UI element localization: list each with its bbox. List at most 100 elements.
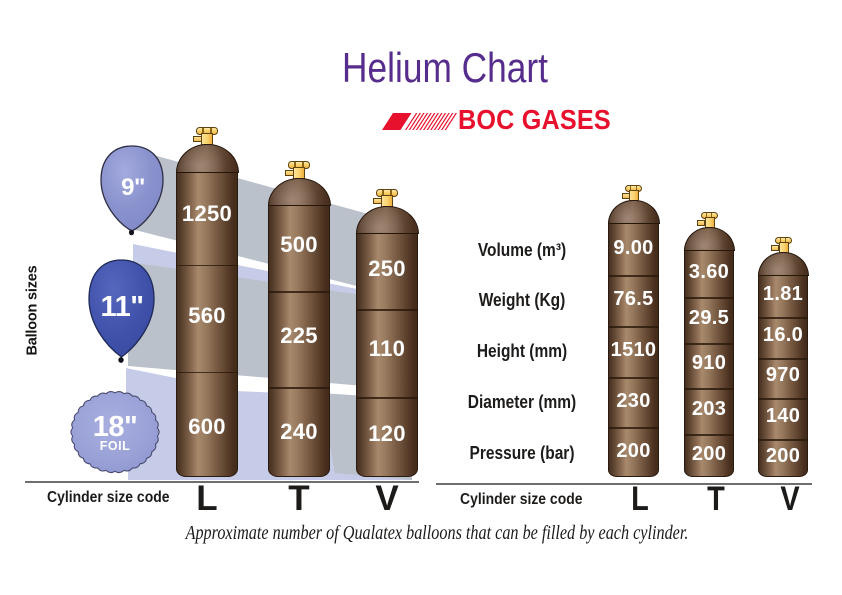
balloon-18-foil-label: FOIL <box>99 439 131 453</box>
row-label-weight: Weight (Kg) <box>478 290 566 310</box>
logo-stripe <box>430 113 443 130</box>
left-chart-baseline <box>25 481 419 483</box>
cylinder-section-divider <box>759 439 807 441</box>
cylinder-right-V: 1.81 16.0 970 140 200 <box>757 251 809 477</box>
cyl-V-balloons-18in: 120 <box>368 421 406 446</box>
valve-icon <box>684 212 734 230</box>
cyl-T-balloons-9in: 500 <box>280 232 318 257</box>
cyl-T-balloons-18in: 240 <box>280 419 318 444</box>
balloon-11-icon <box>88 259 155 363</box>
right-code-T: T <box>707 480 725 518</box>
valve-icon <box>608 185 659 203</box>
cylinder-section-divider <box>609 326 658 328</box>
balloon-sizes-axis-label: Balloon sizes <box>24 265 41 356</box>
valve-outlet-icon <box>373 198 382 204</box>
balloon-18-foil-icon <box>70 391 160 474</box>
cyl-RT-volume: 3.60 <box>688 261 730 283</box>
boc-logo-stripes-icon <box>382 113 457 130</box>
logo-stripe <box>423 113 436 130</box>
boc-gases-brand: BOC GASES <box>458 104 611 135</box>
logo-stripe <box>426 113 439 130</box>
cylinder-section-divider <box>759 358 807 360</box>
valve-stem-icon <box>629 190 639 202</box>
logo-stripe <box>405 113 418 130</box>
cyl-RL-weight: 76.5 <box>613 288 654 310</box>
row-label-pressure: Pressure (bar) <box>469 443 575 463</box>
valve-outlet-icon <box>771 245 779 251</box>
logo-stripe <box>433 113 447 130</box>
cyl-RV-weight: 16.0 <box>762 324 804 346</box>
cylinder-section-divider <box>759 317 807 319</box>
cyl-RL-volume: 9.00 <box>613 237 654 259</box>
row-label-height: Height (mm) <box>476 341 568 361</box>
cylinder-section-divider <box>269 387 329 389</box>
chart-caption: Approximate number of Qualatex balloons … <box>185 523 689 544</box>
cylinder-section-divider <box>685 434 733 436</box>
row-label-diameter: Diameter (mm) <box>467 392 577 412</box>
right-chart-baseline <box>436 483 812 485</box>
cyl-RV-volume: 1.81 <box>762 283 804 305</box>
valve-outlet-icon <box>285 170 294 176</box>
valve-outlet-icon <box>697 220 705 226</box>
left-code-L: L <box>196 479 218 518</box>
balloon-18-size-label: 18" <box>92 411 138 443</box>
logo-stripe <box>415 113 429 130</box>
cyl-L-balloons-11in: 560 <box>188 303 226 328</box>
cylinder-section-divider <box>609 427 658 429</box>
cyl-L-balloons-18in: 600 <box>188 414 226 439</box>
logo-stripe <box>412 113 425 130</box>
cyl-RV-height: 970 <box>765 364 801 386</box>
cyl-RL-height: 1510 <box>610 339 657 361</box>
cyl-V-balloons-9in: 250 <box>368 256 406 281</box>
cyl-RT-height: 910 <box>691 352 727 374</box>
cyl-T-balloons-11in: 225 <box>280 323 318 348</box>
logo-stripe <box>441 113 454 130</box>
cylinder-section-divider <box>357 309 417 311</box>
cyl-RT-weight: 29.5 <box>688 307 730 329</box>
cylinder-section-divider <box>609 275 658 277</box>
cyl-RV-pressure: 200 <box>765 445 801 467</box>
cylinder-section-divider <box>685 388 733 390</box>
cylinder-section-divider <box>759 398 807 400</box>
valve-outlet-icon <box>193 136 202 142</box>
valve-stem-icon <box>704 217 715 229</box>
logo-stripe <box>419 113 432 130</box>
cylinder-right-T: 3.60 29.5 910 203 200 <box>683 226 735 477</box>
right-code-V: V <box>780 480 800 518</box>
balloon-9-knot <box>128 229 135 236</box>
cyl-RT-pressure: 200 <box>691 443 727 465</box>
logo-stripe <box>444 113 457 130</box>
cylinder-section-divider <box>685 297 733 299</box>
cyl-V-balloons-11in: 110 <box>368 336 406 361</box>
cyl-RL-diameter: 230 <box>616 390 651 412</box>
logo-stripe <box>408 113 421 130</box>
row-label-volume: Volume (m³) <box>477 240 567 260</box>
right-cylinder-size-code-label: Cylinder size code <box>460 491 583 508</box>
cylinder-section-divider <box>357 397 417 399</box>
cylinder-left-L: 1250 560 600 <box>175 143 239 477</box>
balloon-9-size-label: 9" <box>121 174 145 201</box>
balloon-11-knot <box>118 357 124 363</box>
stripes-group <box>382 113 457 130</box>
balloon-11-size-label: 11" <box>100 291 144 323</box>
cylinder-section-divider <box>177 264 237 266</box>
balloon-18-foil-shape <box>70 391 160 474</box>
cyl-RT-diameter: 203 <box>691 398 727 420</box>
right-code-L: L <box>631 480 649 518</box>
cyl-L-balloons-9in: 1250 <box>181 201 233 226</box>
left-cylinder-size-code-label: Cylinder size code <box>47 489 170 506</box>
left-code-T: T <box>288 479 310 518</box>
cylinder-left-T: 500 225 240 <box>267 177 331 477</box>
balloon-9-icon <box>100 145 164 236</box>
valve-icon <box>758 237 808 255</box>
page-title: Helium Chart <box>342 44 548 91</box>
cyl-RL-pressure: 200 <box>616 440 651 462</box>
left-code-V: V <box>375 479 399 518</box>
cylinder-section-divider <box>177 371 237 373</box>
valve-stem-icon <box>778 242 789 254</box>
cylinder-right-L: 9.00 76.5 1510 230 200 <box>607 199 660 477</box>
valve-icon <box>356 189 418 209</box>
logo-stripe <box>437 113 450 130</box>
balloon-11-shape <box>88 259 155 358</box>
